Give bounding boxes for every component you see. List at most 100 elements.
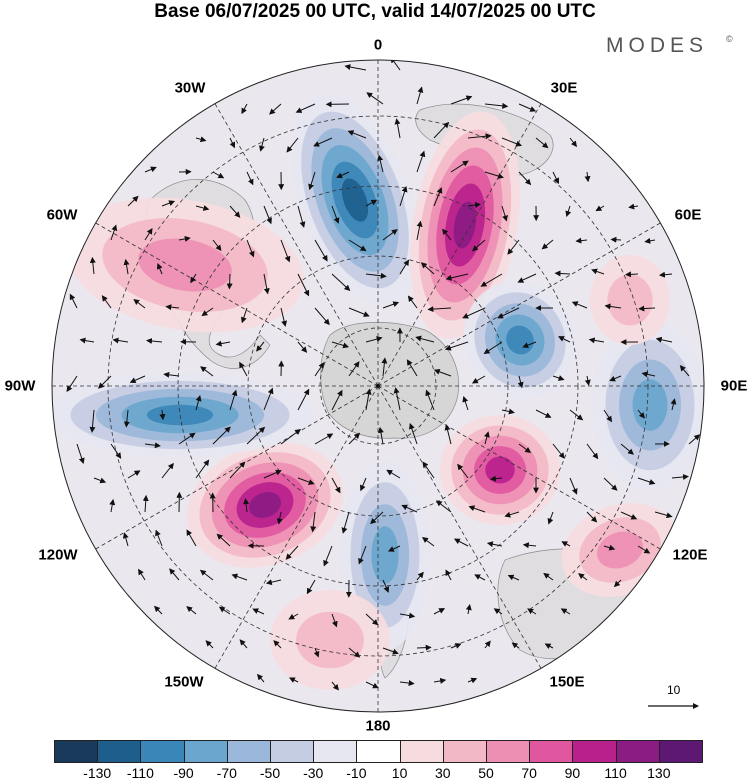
wind-vector-arrow xyxy=(288,613,299,620)
lon-label-30e: 30E xyxy=(550,79,578,97)
colorbar-tick-label: -50 xyxy=(259,765,281,781)
meridian-line xyxy=(377,103,542,387)
wind-vector-arrow xyxy=(286,137,299,153)
wind-vector-arrow xyxy=(239,361,248,377)
wind-vector-arrow xyxy=(123,409,130,428)
map-boundary xyxy=(51,59,705,713)
colorbar-swatch xyxy=(97,740,142,763)
wind-vector-arrow xyxy=(229,461,246,479)
wind-vector-arrow xyxy=(522,341,537,348)
wind-vector-arrow xyxy=(263,387,274,411)
wind-vector-arrow xyxy=(445,273,469,281)
colorbar-tick-label: 90 xyxy=(564,765,581,781)
lon-label-150e: 150E xyxy=(549,673,585,691)
wind-vector-arrow xyxy=(212,171,225,179)
wind-vector-arrow xyxy=(390,60,401,71)
wind-vector-arrow xyxy=(331,477,341,494)
wind-vector-arrow xyxy=(561,541,571,547)
wind-vector-arrow xyxy=(133,298,146,309)
wind-vector-arrow xyxy=(433,121,450,139)
wind-vector-arrow xyxy=(584,375,591,386)
lon-label-90e: 90E xyxy=(720,377,748,395)
wind-vector-arrow xyxy=(620,443,634,455)
wind-vector-arrow xyxy=(110,224,118,241)
wind-vector-arrow xyxy=(313,647,320,658)
wind-vector-arrow xyxy=(258,137,265,152)
wind-vector-arrow xyxy=(604,303,622,310)
wind-vector-arrow xyxy=(246,239,255,258)
wind-vector-arrow xyxy=(229,389,238,411)
wind-vector-arrow xyxy=(297,273,310,297)
wind-vector-arrow xyxy=(195,395,202,411)
colorbar-swatch xyxy=(529,740,574,763)
wind-vector-arrow xyxy=(584,171,591,183)
wind-vector-arrow xyxy=(407,295,418,309)
brand-copyright-mark: © xyxy=(726,34,733,44)
wind-vector-arrow xyxy=(97,375,112,389)
wind-vector-arrow xyxy=(146,338,163,344)
wind-vector-arrow xyxy=(591,268,605,275)
anomaly-contour xyxy=(138,238,232,292)
wind-vector-arrow xyxy=(289,677,299,683)
wind-vector-arrow xyxy=(489,475,503,482)
anomaly-contour xyxy=(341,178,369,222)
wind-vector-arrow xyxy=(401,504,418,513)
wind-vector-arrow xyxy=(497,307,520,319)
lon-label-90w: 90W xyxy=(4,377,36,395)
wind-vector-arrow xyxy=(416,571,424,581)
wind-vector-arrow xyxy=(416,220,423,241)
colorbar-swatch xyxy=(313,740,358,763)
wind-vector-arrow xyxy=(276,511,283,525)
wind-vector-arrow xyxy=(226,273,233,290)
lon-label-120w: 120W xyxy=(38,546,78,564)
wind-vector-arrow xyxy=(195,459,210,479)
lon-label-150w: 150W xyxy=(164,673,204,691)
wind-vector-arrow xyxy=(314,307,330,326)
wind-vector-arrow xyxy=(89,409,96,433)
colorbar-tick-label: 130 xyxy=(647,765,671,781)
wind-vector-arrow xyxy=(280,429,302,445)
wind-vector-arrow xyxy=(382,301,400,309)
colorbar-tick-label: 50 xyxy=(478,765,494,781)
wind-vector-arrow xyxy=(331,613,338,628)
wind-vector-arrow xyxy=(445,569,452,581)
wind-vector-arrow xyxy=(433,368,452,377)
wind-vector-arrow xyxy=(399,185,408,207)
wind-vector-arrow xyxy=(486,541,503,548)
wind-vector-arrow xyxy=(462,307,486,319)
wind-vector-arrow xyxy=(421,536,435,547)
wind-vector-arrow xyxy=(554,270,571,277)
wind-vector-arrow xyxy=(314,239,328,262)
wind-vector-arrow xyxy=(628,203,639,210)
wind-vector-arrow xyxy=(586,511,598,523)
wind-vector-arrow xyxy=(535,409,552,418)
wind-vector-arrow xyxy=(348,307,370,317)
wind-vector-arrow xyxy=(161,200,176,207)
wind-vector-arrow xyxy=(399,680,415,686)
wind-vector-arrow xyxy=(265,579,282,586)
wind-vector-arrow xyxy=(186,606,197,615)
wind-vector-arrow xyxy=(468,505,486,513)
wind-vector-arrow xyxy=(142,494,149,513)
colorbar-tick-label: -70 xyxy=(216,765,237,781)
colorbar-swatch xyxy=(486,740,531,763)
wind-vector-arrow xyxy=(252,608,265,615)
wind-vector-arrow xyxy=(239,639,248,649)
brand-logo: MODES xyxy=(606,34,709,57)
wind-vector-arrow xyxy=(552,171,559,185)
wind-vector-arrow xyxy=(433,187,443,207)
wind-vector-arrow xyxy=(569,477,578,495)
wind-vector-arrow xyxy=(399,612,416,619)
wind-vector-arrow xyxy=(415,335,435,343)
wind-vector-arrow xyxy=(518,171,532,186)
wind-vector-arrow xyxy=(169,568,180,581)
wind-vector-arrow xyxy=(195,205,210,211)
wind-vector-arrow xyxy=(450,95,473,105)
wind-vector-arrow xyxy=(201,307,214,317)
wind-vector-arrow xyxy=(493,608,503,615)
wind-vector-arrow xyxy=(344,64,367,71)
wind-vector-arrow xyxy=(517,273,537,283)
wind-vector-arrow xyxy=(457,463,469,479)
anomaly-contour xyxy=(632,379,668,431)
wind-vector-arrow xyxy=(610,236,622,243)
